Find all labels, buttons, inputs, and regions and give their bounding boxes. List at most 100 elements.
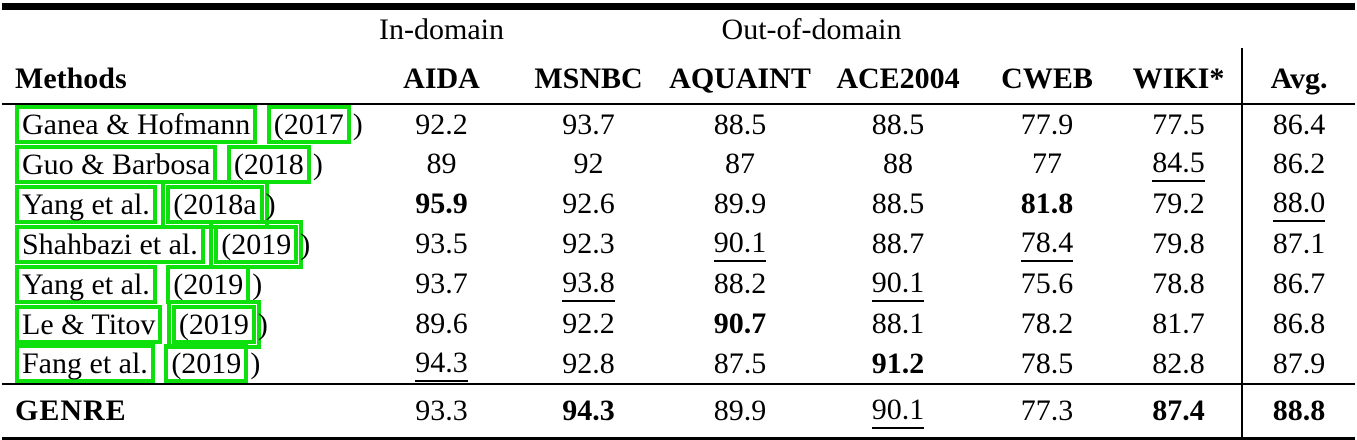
metric-value: 88.0	[1272, 188, 1326, 222]
metric-cell: 87	[662, 144, 818, 184]
out-of-domain-label: Out-of-domain	[721, 13, 902, 46]
metric-value: 78.8	[1152, 267, 1205, 300]
metric-value: 90.1	[871, 395, 925, 429]
metric-cell: 87.4	[1116, 383, 1243, 440]
metric-cell: 89.9	[662, 184, 818, 224]
citation-author-link[interactable]: Guo & Barbosa	[15, 144, 218, 184]
metric-cell: 92.2	[515, 304, 662, 344]
metric-value: 77.5	[1152, 107, 1205, 141]
metric-value: 86.7	[1272, 267, 1326, 300]
citation-year-link[interactable]: (2017	[266, 105, 351, 144]
metric-cell: 92.6	[515, 184, 662, 224]
metric-value: 77.3	[1020, 394, 1074, 427]
metric-cell: 77.9	[978, 104, 1116, 144]
column-header-aquaint: AQUAINT	[662, 48, 818, 105]
metric-cell: 93.7	[368, 264, 515, 304]
metric-cell: 86.7	[1241, 264, 1356, 304]
metric-cell: 91.2	[818, 344, 978, 384]
metric-value: 77.9	[1020, 107, 1074, 141]
metric-cell: 92	[515, 144, 662, 184]
metric-value: 91.2	[871, 346, 925, 380]
summary-method-label: GENRE	[2, 383, 368, 440]
metric-cell: 75.6	[978, 264, 1116, 304]
metric-cell: 88.5	[662, 104, 818, 144]
metric-value: 93.8	[562, 268, 615, 302]
metric-value: 90.1	[871, 268, 925, 302]
metric-cell: 89.6	[368, 304, 515, 344]
metric-cell: 88.5	[818, 184, 978, 224]
metric-cell: 88	[818, 144, 978, 184]
metric-value: 86.4	[1272, 107, 1326, 141]
column-header-cweb: CWEB	[978, 48, 1116, 105]
metric-cell: 77.3	[978, 383, 1116, 440]
metric-cell: 88.0	[1241, 184, 1356, 224]
metric-value: 88	[883, 147, 913, 180]
citation-year-link[interactable]: (2019	[166, 264, 251, 304]
table-row: Yang et al. (2019) 93.7 93.8 88.2 90.1 75.6 78…	[2, 264, 1356, 304]
citation-year-link[interactable]: (2019	[164, 344, 249, 383]
citation-author-link[interactable]: Fang et al.	[15, 344, 155, 383]
citation-author-link[interactable]: Shahbazi et al.	[15, 224, 205, 264]
metric-cell: 87.1	[1241, 224, 1356, 264]
metric-cell: 78.5	[978, 344, 1116, 384]
metric-cell: 92.3	[515, 224, 662, 264]
metric-cell: 78.8	[1116, 264, 1242, 304]
metric-value: 88.5	[871, 187, 925, 220]
metric-value: 82.8	[1152, 346, 1205, 380]
citation-author-link[interactable]: Le & Titov	[15, 304, 163, 344]
metric-cell: 79.2	[1116, 184, 1242, 224]
metric-value: 89.6	[415, 307, 468, 340]
citation-author-link[interactable]: Yang et al.	[15, 264, 157, 304]
metric-value: 89.9	[713, 187, 767, 220]
metric-value: 89	[426, 147, 457, 180]
metric-value: 87	[725, 147, 755, 180]
metric-value: 93.3	[415, 394, 468, 427]
method-cell: Fang et al. (2019)	[2, 344, 368, 384]
metric-cell: 78.4	[978, 224, 1116, 264]
metric-cell: 92.8	[515, 344, 662, 384]
metric-value: 88.8	[1272, 394, 1326, 427]
metric-cell: 77	[978, 144, 1116, 184]
metric-cell: 88.8	[1241, 383, 1356, 440]
metric-cell: 95.9	[368, 184, 515, 224]
metric-cell: 90.7	[662, 304, 818, 344]
method-cell: Shahbazi et al. (2019)	[2, 219, 368, 269]
metric-cell: 86.4	[1241, 104, 1356, 144]
citation-year-link[interactable]: (2018a	[161, 179, 269, 229]
metric-cell: 88.1	[818, 304, 978, 344]
metric-cell: 92.2	[368, 104, 515, 144]
citation-author-link[interactable]: Yang et al.	[15, 184, 157, 224]
metric-value: 92	[573, 147, 604, 180]
metric-cell: 82.8	[1116, 344, 1242, 384]
citation-year-link[interactable]: (2018	[226, 144, 311, 184]
metric-value: 79.2	[1152, 187, 1205, 220]
metric-value: 79.8	[1152, 227, 1205, 260]
metric-cell: 77.5	[1116, 104, 1242, 144]
table-row: Guo & Barbosa (2018) 89 92 87 88 77 84.5 86.2	[2, 144, 1356, 184]
table-row: Fang et al. (2019) 94.3 92.8 87.5 91.2 78.5 82…	[2, 344, 1356, 384]
metric-cell: 88.5	[818, 104, 978, 144]
group-header-row: In-domain Out-of-domain	[2, 7, 1355, 49]
metric-value: 87.4	[1152, 394, 1205, 427]
group-header-out-of-domain: Out-of-domain	[515, 7, 1242, 49]
metric-value: 75.6	[1020, 267, 1074, 300]
column-header-wiki: WIKI*	[1116, 48, 1243, 105]
metric-cell: 86.8	[1241, 304, 1356, 344]
metric-value: 92.8	[562, 346, 615, 380]
metric-cell: 90.1	[818, 383, 978, 440]
metric-value: 88.1	[871, 307, 925, 340]
group-header-avg-spacer	[1242, 7, 1355, 49]
column-header-row: Methods AIDA MSNBC AQUAINT ACE2004 CWEB …	[2, 48, 1356, 105]
metric-cell: 88.7	[818, 224, 978, 264]
metric-value: 92.2	[415, 107, 468, 141]
metric-value: 90.7	[713, 307, 767, 340]
metric-cell: 93.3	[368, 383, 515, 440]
metric-value: 81.8	[1020, 187, 1074, 220]
citation-year-link[interactable]: (2019	[209, 219, 304, 269]
citation-year-link[interactable]: (2019	[166, 299, 261, 349]
metric-value: 87.1	[1272, 227, 1326, 260]
metric-cell: 89	[368, 144, 515, 184]
metric-value: 89.9	[713, 394, 767, 427]
citation-author-link[interactable]: Ganea & Hofmann	[15, 105, 258, 144]
